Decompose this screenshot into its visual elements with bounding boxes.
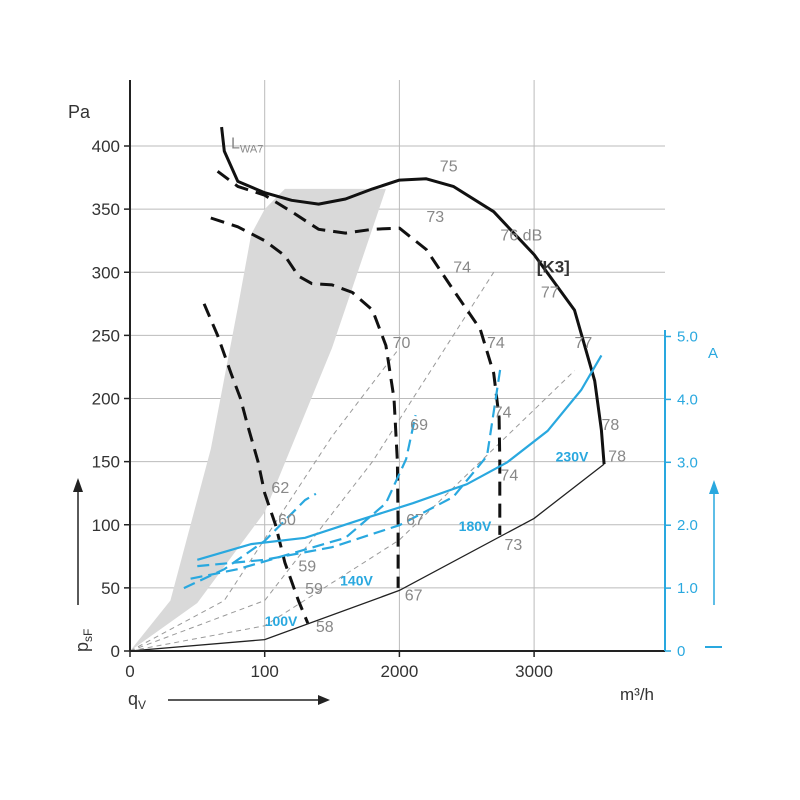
system-line: [129, 272, 495, 652]
sound-level-label: 73: [426, 209, 444, 226]
current-curves: [183, 354, 603, 590]
voltage-label: 180V: [459, 518, 492, 534]
y-tick-label: 0: [111, 642, 120, 661]
x-tick-label: 2000: [380, 662, 418, 681]
y-tick-label: 100: [92, 516, 120, 535]
sound-level-label: 70: [393, 335, 411, 352]
voltage-label: 230V: [556, 449, 589, 465]
series-label: [K3]: [537, 257, 570, 276]
x-tick-label: 0: [125, 662, 134, 681]
pressure-curves: [202, 126, 606, 624]
sound-level-label: 78: [601, 417, 619, 434]
system-lines: [129, 272, 605, 652]
sound-level-label: 74: [487, 335, 505, 352]
sound-level-label: 67: [406, 512, 424, 529]
system-line: [129, 370, 575, 652]
current-curve-230V: [196, 354, 603, 561]
sound-level-label: 77: [541, 285, 559, 302]
labels: LWA7 [K3] 75 73 76 dB 74 77 70 74 77 74 69 78 78 74 62 6…: [231, 136, 626, 637]
y2-arrow-head: [709, 480, 719, 494]
y-tick-label: 250: [92, 326, 120, 345]
x-arrow-head: [318, 695, 330, 705]
sound-level-label: 74: [453, 259, 471, 276]
sound-level-label: 75: [440, 158, 458, 175]
x-tick-label: 3000: [515, 662, 553, 681]
pressure-curve-100V: [202, 303, 310, 624]
y-tick-label: 400: [92, 137, 120, 156]
sound-level-label: 74: [500, 468, 518, 485]
y2-tick-label: 4.0: [677, 391, 698, 408]
current-curve-140V: [190, 414, 417, 580]
voltage-label: 100V: [265, 613, 298, 629]
x-symbol: qV: [128, 689, 146, 712]
voltage-label: 140V: [340, 572, 373, 588]
pressure-curve-230V: [220, 126, 606, 465]
pressure-curve-180V: [216, 170, 502, 535]
sound-level-label: 69: [410, 417, 428, 434]
sound-level-label: 78: [608, 449, 626, 466]
y2-unit: A: [708, 345, 718, 362]
sound-level-label: 67: [405, 588, 423, 605]
sound-level-label: 58: [316, 619, 334, 636]
sound-level-label: 59: [298, 558, 316, 575]
y2-tick-label: 2.0: [677, 517, 698, 534]
y-tick-label: 150: [92, 453, 120, 472]
y2-tick-label: 3.0: [677, 454, 698, 471]
x-unit: m³/h: [620, 685, 654, 704]
system-line: [129, 463, 605, 652]
sound-level-label: 76 dB: [500, 228, 542, 245]
sound-level-label: 62: [271, 480, 289, 497]
pressure-curve-140V: [210, 216, 400, 588]
y-tick-label: 200: [92, 390, 120, 409]
current-curve-180V: [197, 367, 502, 568]
sound-level-label: 77: [575, 335, 593, 352]
y2-tick-label: 0: [677, 643, 685, 660]
y-tick-label: 300: [92, 263, 120, 282]
axes: 0 100 2000 3000 0 50 100 150 200 250 300 350 400 0 1.0…: [68, 80, 722, 712]
sound-level-label: 60: [278, 512, 296, 529]
shaded-region: [130, 188, 386, 651]
y-tick-label: 350: [92, 200, 120, 219]
y-tick-label: 50: [101, 579, 120, 598]
y-unit: Pa: [68, 102, 91, 122]
x-tick-label: 100: [251, 662, 279, 681]
y2-tick-label: 1.0: [677, 580, 698, 597]
sound-level-label: 59: [305, 581, 323, 598]
y-arrow-head: [73, 478, 83, 492]
sound-power-label: LWA7: [231, 136, 263, 156]
y-symbol: psF: [72, 629, 95, 652]
sound-level-label: 74: [494, 404, 512, 421]
current-curve-100V: [183, 492, 317, 590]
y2-tick-label: 5.0: [677, 329, 698, 346]
sound-level-label: 73: [504, 537, 522, 554]
